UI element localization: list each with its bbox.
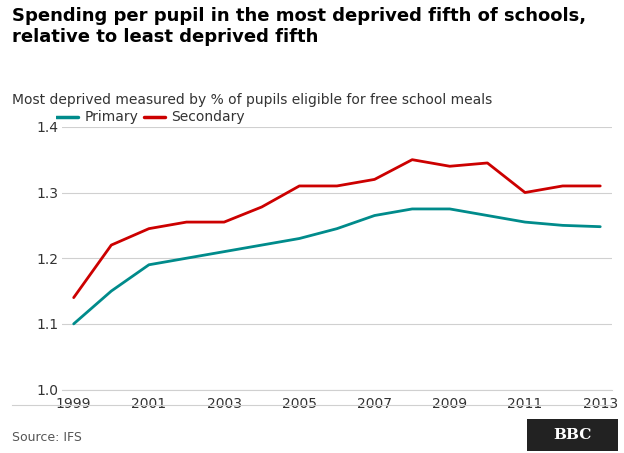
Text: Primary: Primary: [84, 110, 138, 124]
Text: Source: IFS: Source: IFS: [12, 431, 82, 444]
Text: Spending per pupil in the most deprived fifth of schools,
relative to least depr: Spending per pupil in the most deprived …: [12, 7, 587, 46]
Text: Secondary: Secondary: [172, 110, 245, 124]
Text: Most deprived measured by % of pupils eligible for free school meals: Most deprived measured by % of pupils el…: [12, 93, 493, 107]
Text: BBC: BBC: [553, 428, 592, 442]
